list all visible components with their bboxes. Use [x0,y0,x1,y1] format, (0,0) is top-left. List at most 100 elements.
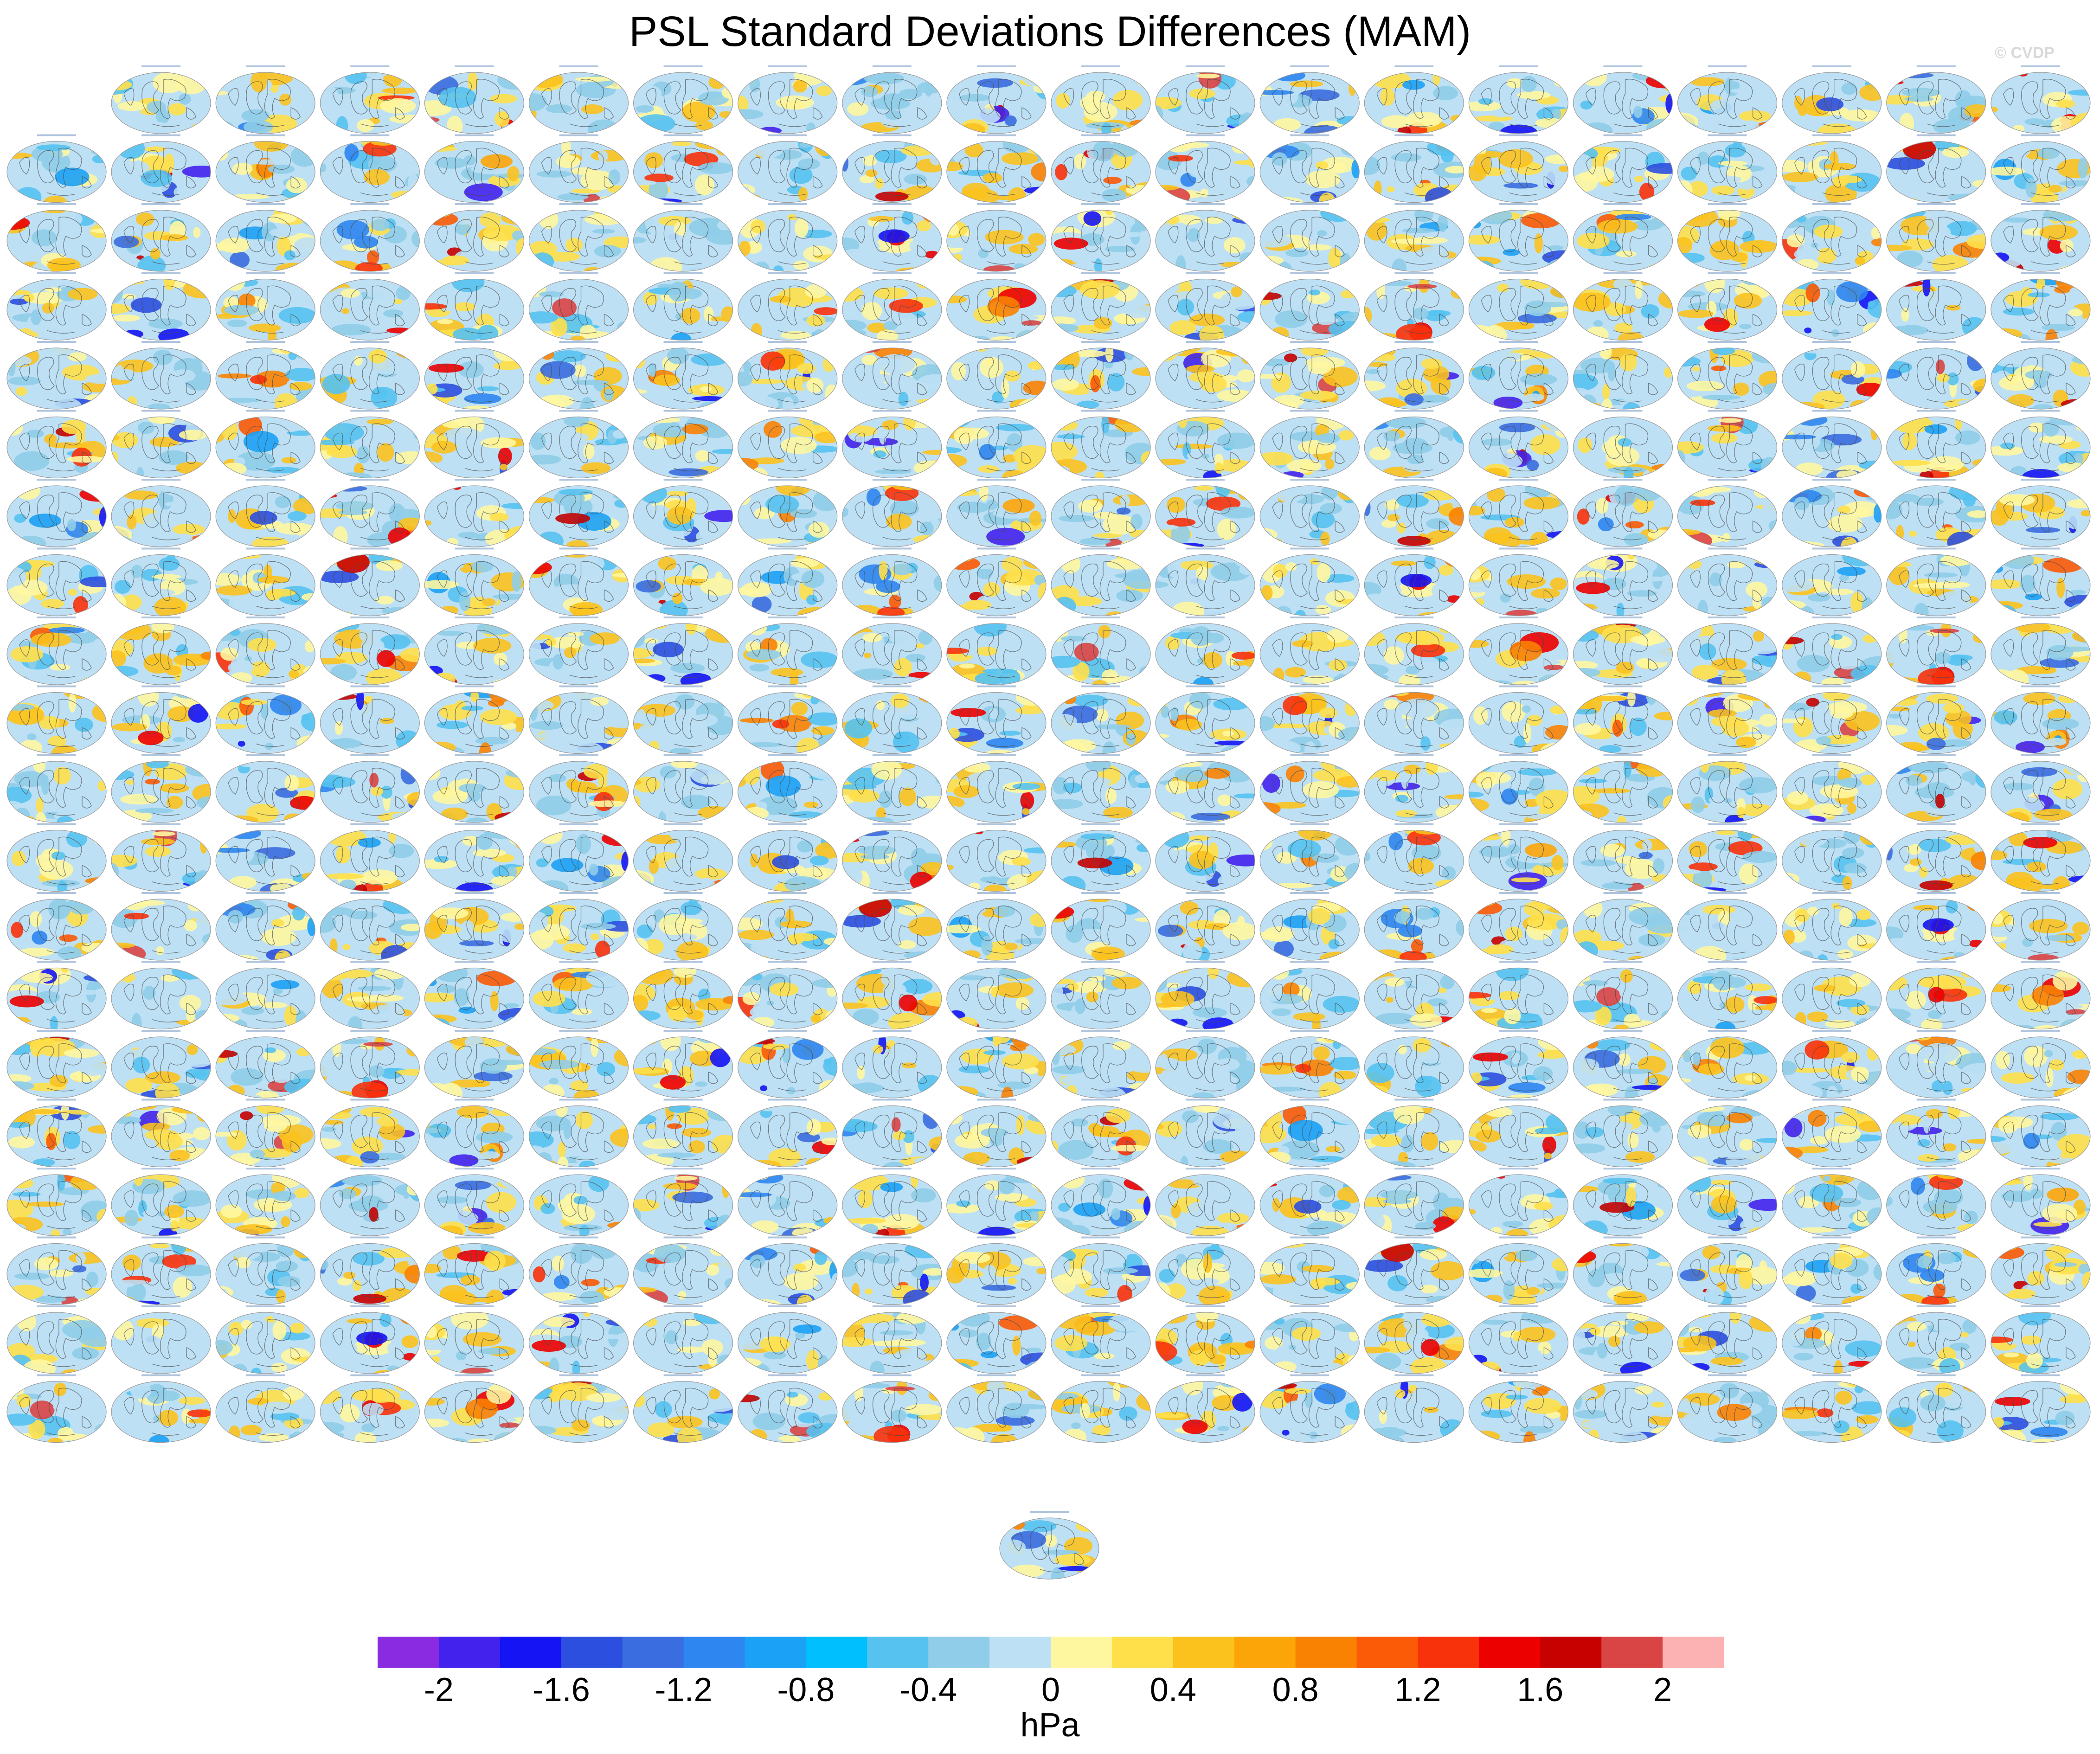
panel-caption [663,1099,703,1101]
panel-caption [559,1030,598,1032]
panel-caption [455,823,494,825]
panel-caption [2021,1305,2060,1307]
panel-caption [559,892,598,894]
panel-caption [246,617,285,618]
map-panel [111,685,211,754]
panel-caption [1186,754,1225,756]
map-panel [1782,754,1882,823]
colorbar-bin [1479,1637,1541,1668]
map-panel [320,617,420,685]
map-panel [1991,134,2091,203]
panel-caption [141,134,181,136]
panel-caption [559,65,598,67]
panel-caption [1290,341,1329,343]
panel-caption [768,1030,807,1032]
panel-caption [2021,685,2060,687]
panel-caption [1081,892,1120,894]
colorbar-tick-label: 2 [1653,1671,1672,1709]
colorbar-tick-label: -2 [424,1671,454,1709]
panel-caption [1186,1236,1225,1239]
panel-caption [1812,1374,1851,1376]
panel-caption [37,410,76,412]
panel-caption [455,65,494,67]
panel-caption [663,65,703,67]
panel-caption [455,272,494,274]
panel-caption [976,617,1016,618]
panel-caption [872,961,912,963]
panel-caption [559,479,598,481]
panel-caption [768,892,807,894]
panel-caption [455,685,494,687]
panel-caption [663,823,703,825]
map-panel [738,1099,838,1168]
panel-caption [141,479,181,481]
panel-caption [768,1374,807,1376]
panel-caption [37,1030,76,1032]
panel-caption [2021,617,2060,618]
map-panel [946,203,1047,272]
panel-caption [872,1030,912,1032]
map-panel [320,1099,420,1168]
map-panel [1991,685,2091,754]
panel-caption [455,341,494,343]
panel-caption [455,1099,494,1101]
map-panel [1886,1305,1986,1374]
panel-caption [246,1030,285,1032]
colorbar-tick-label: 1.6 [1517,1671,1563,1709]
panel-caption [872,410,912,412]
panel-caption [1499,754,1538,756]
map-panel [215,272,315,341]
map-panel [633,754,733,823]
map-panel [320,823,420,892]
panel-caption [663,410,703,412]
map-panel [1573,754,1673,823]
panel-caption [246,479,285,481]
panel-caption [872,1305,912,1307]
panel-caption [37,134,76,136]
panel-caption [1812,685,1851,687]
panel-caption [350,272,390,274]
panel-caption [37,479,76,481]
panel-caption [455,547,494,550]
map-panel [946,1236,1047,1305]
panel-caption [141,1374,181,1376]
panel-caption [768,203,807,205]
panel-caption [141,892,181,894]
map-panel [842,1236,942,1305]
panel-caption [1812,823,1851,825]
map-panel [1155,1030,1255,1099]
panel-caption [1916,1099,1956,1101]
colorbar-tick-label: -0.8 [777,1671,835,1709]
panel-caption [1499,1374,1538,1376]
panel-caption [1290,1374,1329,1376]
panel-caption [1290,823,1329,825]
map-panel [528,134,629,203]
map-panel [1677,961,1778,1030]
panel-caption [37,617,76,618]
panel-caption [350,685,390,687]
panel-caption [1603,134,1643,136]
map-panel [1573,1236,1673,1305]
panel-caption [350,134,390,136]
panel-caption [1290,685,1329,687]
panel-caption [246,1374,285,1376]
panel-caption [1499,410,1538,412]
panel-caption [1916,272,1956,274]
panel-caption [663,341,703,343]
panel-caption [2021,1030,2060,1032]
panel-caption [455,203,494,205]
map-panel [1886,1168,1986,1236]
map-panel [111,341,211,410]
colorbar-units-label: hPa [1020,1707,1080,1744]
map-panel [1677,1168,1778,1236]
map-panel [1364,479,1464,547]
panel-caption [1081,65,1120,67]
panel-caption [246,1305,285,1307]
panel-caption [976,1236,1016,1239]
map-panel [1468,65,1568,134]
panel-caption [1081,617,1120,618]
map-panel [1677,410,1778,479]
panel-caption [1812,547,1851,550]
map-panel [1051,685,1151,754]
